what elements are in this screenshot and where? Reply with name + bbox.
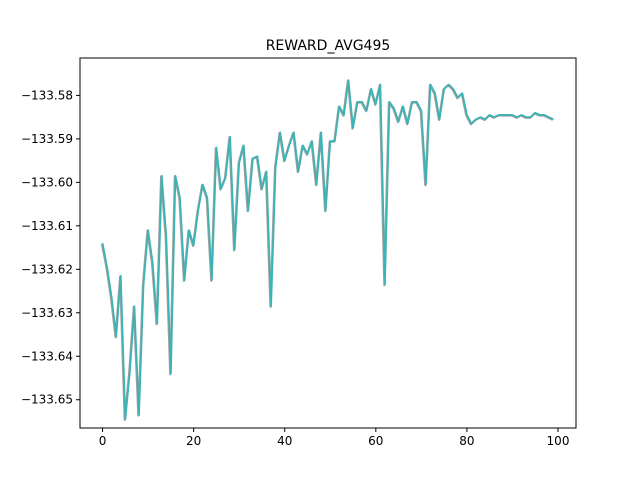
y-tick-label: −133.60: [21, 175, 73, 189]
y-tick-label: −133.63: [21, 306, 73, 320]
plot-area: [100, 79, 554, 421]
x-tick-label: 100: [547, 434, 570, 448]
plot-frame: [79, 57, 577, 429]
y-tick-label: −133.61: [21, 219, 73, 233]
y-tick-label: −133.65: [21, 393, 73, 407]
x-tick-label: 40: [277, 434, 292, 448]
x-tick-label: 20: [186, 434, 201, 448]
y-tick-label: −133.59: [21, 132, 73, 146]
x-tick-label: 80: [459, 434, 474, 448]
y-axis: −133.65 −133.64 −133.63 −133.62 −133.61 −133.…: [21, 88, 80, 407]
y-tick-label: −133.62: [21, 262, 73, 276]
series-line-shadow: [100, 79, 554, 421]
chart-title: REWARD_AVG495: [266, 38, 391, 54]
x-axis: 0 20 40 60 80 100: [99, 428, 570, 448]
y-tick-label: −133.64: [21, 349, 73, 363]
x-tick-label: 60: [368, 434, 383, 448]
x-tick-label: 0: [99, 434, 107, 448]
series-line: [101, 79, 554, 421]
y-tick-label: −133.58: [21, 88, 73, 102]
